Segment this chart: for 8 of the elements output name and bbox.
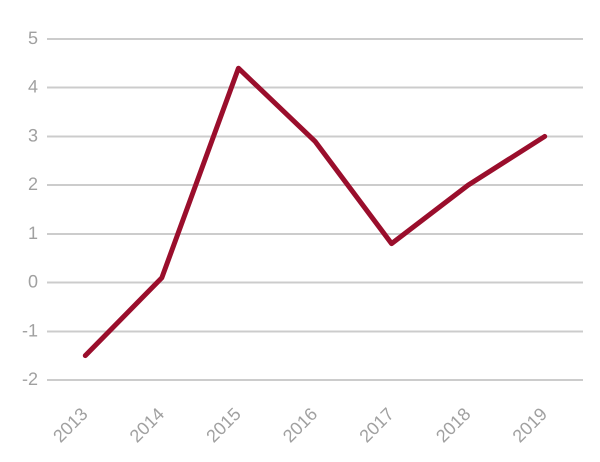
y-tick-label: 2: [28, 174, 38, 194]
y-tick-label: 3: [28, 125, 38, 146]
y-tick-label: -1: [22, 320, 38, 340]
y-tick-label: 4: [28, 76, 38, 97]
y-tick-label: 0: [28, 272, 38, 292]
y-tick-label: 5: [28, 28, 38, 48]
y-tick-label: -2: [22, 368, 38, 389]
y-tick-label: 1: [28, 222, 38, 243]
